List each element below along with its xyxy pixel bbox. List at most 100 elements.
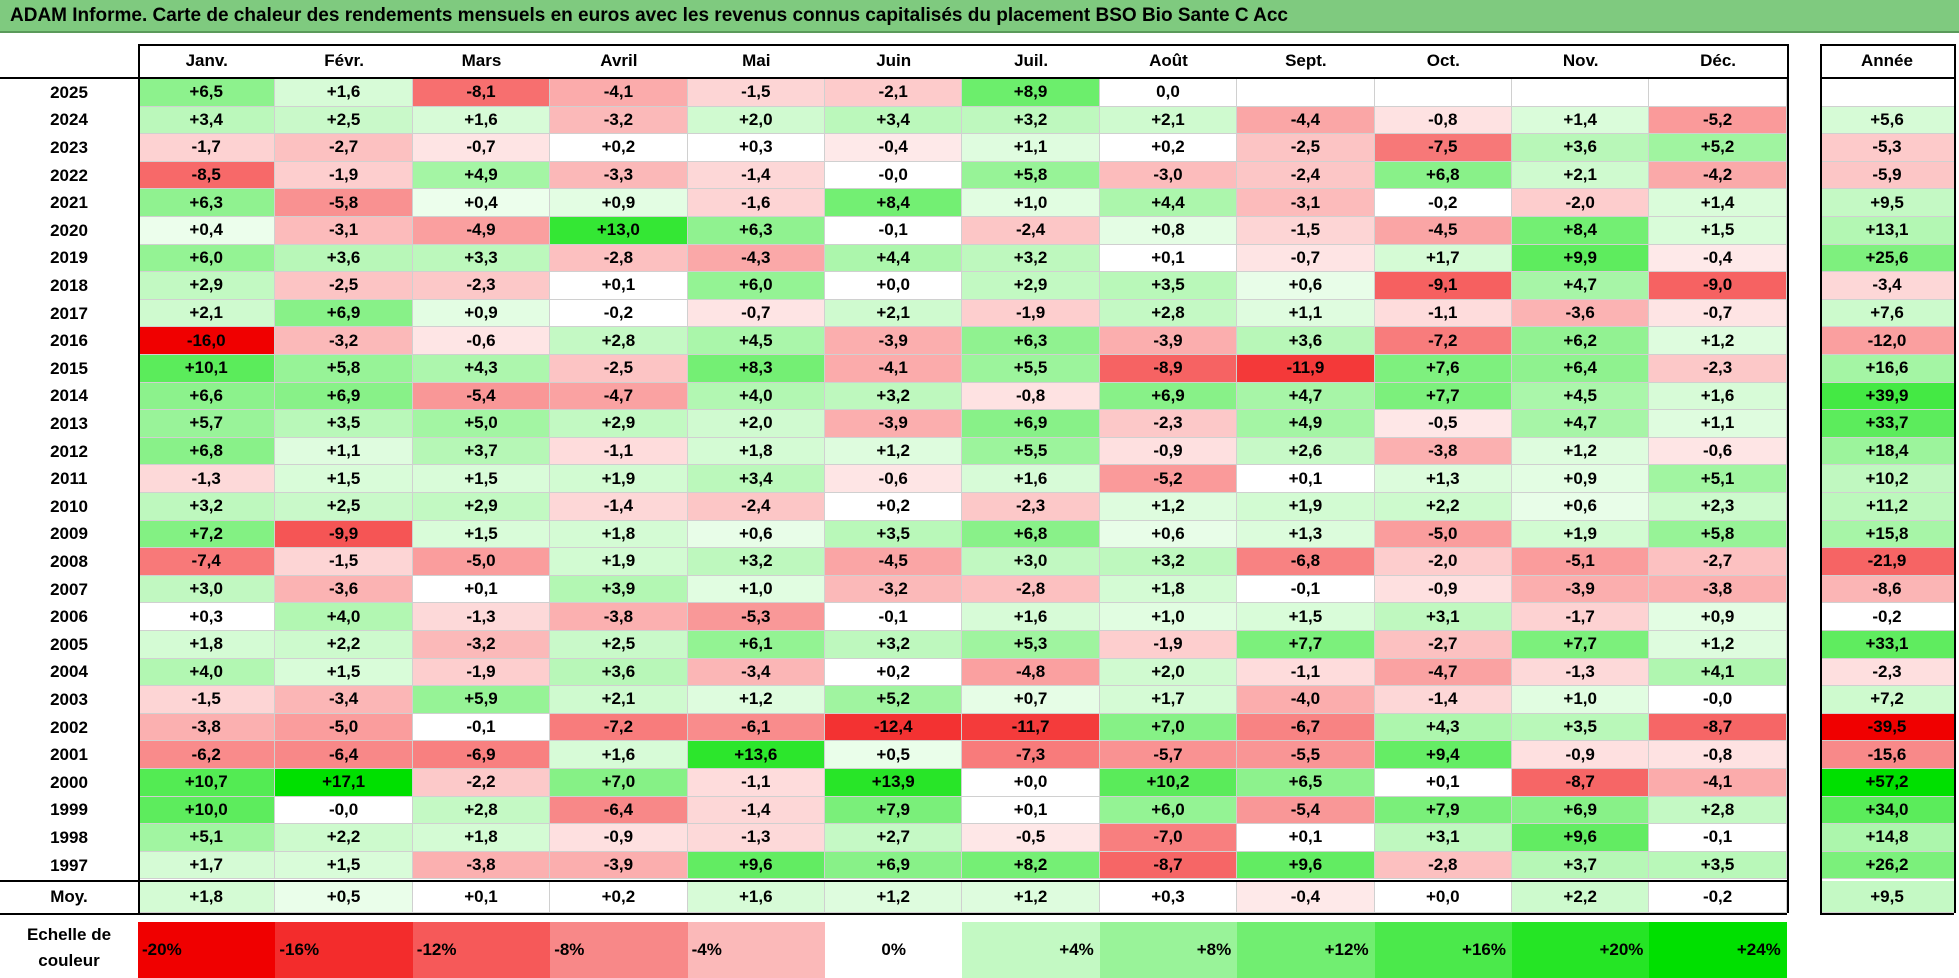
month-header: Mars — [412, 44, 551, 77]
year-label: 2024 — [50, 110, 88, 130]
heatmap-cell — [1649, 79, 1787, 107]
heatmap-cell: +2,8 — [550, 327, 688, 355]
heatmap-cell: -12,4 — [825, 713, 963, 742]
color-scale-step: +16% — [1374, 922, 1512, 978]
heatmap-cell: -9,1 — [1374, 272, 1512, 300]
heatmap-cell: -6,9 — [412, 741, 551, 769]
heatmap-cell: +6,0 — [138, 244, 276, 273]
heatmap-cell: +4,0 — [275, 603, 413, 631]
heatmap-cell: +6,9 — [1099, 382, 1238, 411]
heatmap-cell: +7,0 — [550, 769, 688, 797]
heatmap-cell: +2,2 — [275, 631, 413, 659]
annual-cell: -21,9 — [1820, 548, 1954, 576]
heatmap-cell: -1,9 — [1099, 631, 1238, 659]
heatmap-cell: -5,4 — [412, 382, 551, 411]
year-label: 2020 — [50, 220, 88, 240]
heatmap-cell: +4,9 — [1237, 410, 1375, 438]
heatmap-cell: +4,5 — [687, 327, 825, 355]
heatmap-cell: -0,4 — [825, 134, 963, 162]
heatmap-cell: +4,9 — [412, 161, 551, 190]
annual-header-separator — [1820, 77, 1954, 79]
heatmap-cell: +2,1 — [138, 299, 276, 328]
heatmap-cell: +17,1 — [275, 769, 413, 797]
average-cell: -0,4 — [1237, 881, 1375, 913]
heatmap-cell: +1,7 — [1374, 244, 1512, 273]
heatmap-cell: -16,0 — [138, 327, 276, 355]
heatmap-cell: +2,9 — [550, 410, 688, 438]
heatmap-cell: +1,7 — [138, 851, 276, 880]
heatmap-cell: -5,8 — [275, 189, 413, 217]
heatmap-cell: +5,8 — [1649, 520, 1787, 549]
heatmap-cell: -2,7 — [1649, 548, 1787, 576]
color-scale-step: 0% — [825, 922, 963, 978]
color-scale-step: -4% — [687, 922, 825, 978]
annual-cell: +13,1 — [1820, 217, 1954, 245]
heatmap-cell: +3,6 — [275, 244, 413, 273]
heatmap-cell: 0,0 — [1099, 79, 1238, 107]
heatmap-cell: +6,3 — [962, 327, 1100, 355]
heatmap-cell: +2,2 — [275, 824, 413, 852]
heatmap-cell: +1,3 — [1374, 465, 1512, 493]
heatmap-cell: -0,1 — [825, 603, 963, 631]
heatmap-cell: -1,5 — [1237, 217, 1375, 245]
heatmap-cell: -1,7 — [1512, 603, 1650, 631]
heatmap-cell: -3,2 — [275, 327, 413, 355]
heatmap-cell: +7,9 — [825, 796, 963, 825]
heatmap-cell: +0,2 — [1099, 134, 1238, 162]
header-separator — [0, 77, 1787, 79]
heatmap-cell: +7,0 — [1099, 713, 1238, 742]
month-header: Sept. — [1237, 44, 1375, 77]
year-label: 2018 — [50, 275, 88, 295]
heatmap-cell: -0,8 — [1649, 741, 1787, 769]
heatmap-cell: -3,9 — [825, 410, 963, 438]
heatmap-cell: +0,2 — [550, 134, 688, 162]
heatmap-cell: -1,1 — [1237, 658, 1375, 687]
heatmap-cell: -3,1 — [275, 217, 413, 245]
heatmap-cell: -0,7 — [1237, 244, 1375, 273]
heatmap-cell: +3,5 — [1512, 713, 1650, 742]
heatmap-cell: +3,0 — [138, 575, 276, 604]
heatmap-cell: -2,3 — [1099, 410, 1238, 438]
heatmap-cell: +0,8 — [1099, 217, 1238, 245]
year-label: 2023 — [50, 137, 88, 157]
heatmap-cell: +2,9 — [962, 272, 1100, 300]
heatmap-cell: -2,3 — [1649, 355, 1787, 383]
heatmap-cell: +1,1 — [962, 134, 1100, 162]
heatmap-cell: -3,4 — [275, 686, 413, 714]
heatmap-cell: -7,2 — [550, 713, 688, 742]
month-header: Mai — [687, 44, 825, 77]
heatmap-cell: +7,7 — [1374, 382, 1512, 411]
month-header: Déc. — [1649, 44, 1787, 77]
heatmap-cell: +1,6 — [550, 741, 688, 769]
heatmap-cell: +1,5 — [1649, 217, 1787, 245]
year-label: 2025 — [50, 82, 88, 102]
heatmap-cell: -6,7 — [1237, 713, 1375, 742]
heatmap-cell: +7,6 — [1374, 355, 1512, 383]
heatmap-cell: +1,2 — [1649, 327, 1787, 355]
heatmap-cell: +3,3 — [412, 244, 551, 273]
heatmap-cell: -3,0 — [1099, 161, 1238, 190]
heatmap-cell: +4,7 — [1512, 272, 1650, 300]
annual-cell: +9,5 — [1820, 189, 1954, 217]
heatmap-cell: -4,0 — [1237, 686, 1375, 714]
heatmap-cell: -2,5 — [550, 355, 688, 383]
heatmap-cell — [1374, 79, 1512, 107]
heatmap-cell: +0,3 — [138, 603, 276, 631]
heatmap-cell: +5,2 — [1649, 134, 1787, 162]
heatmap-cell: -2,5 — [275, 272, 413, 300]
heatmap-cell: +3,5 — [825, 520, 963, 549]
heatmap-cell: +6,3 — [138, 189, 276, 217]
heatmap-cell: +1,6 — [1649, 382, 1787, 411]
year-label: 2005 — [50, 634, 88, 654]
heatmap-cell: +8,4 — [1512, 217, 1650, 245]
heatmap-cell: +6,8 — [1374, 161, 1512, 190]
heatmap-cell: -2,4 — [1237, 161, 1375, 190]
color-scale-step: -20% — [138, 922, 276, 978]
heatmap-cell: -0,0 — [1649, 686, 1787, 714]
heatmap-cell: -3,9 — [1099, 327, 1238, 355]
heatmap-cell: -2,0 — [1512, 189, 1650, 217]
heatmap-cell: -4,1 — [825, 355, 963, 383]
year-label: 2001 — [50, 745, 88, 765]
heatmap-cell: -3,8 — [550, 603, 688, 631]
heatmap-cell: -2,3 — [412, 272, 551, 300]
